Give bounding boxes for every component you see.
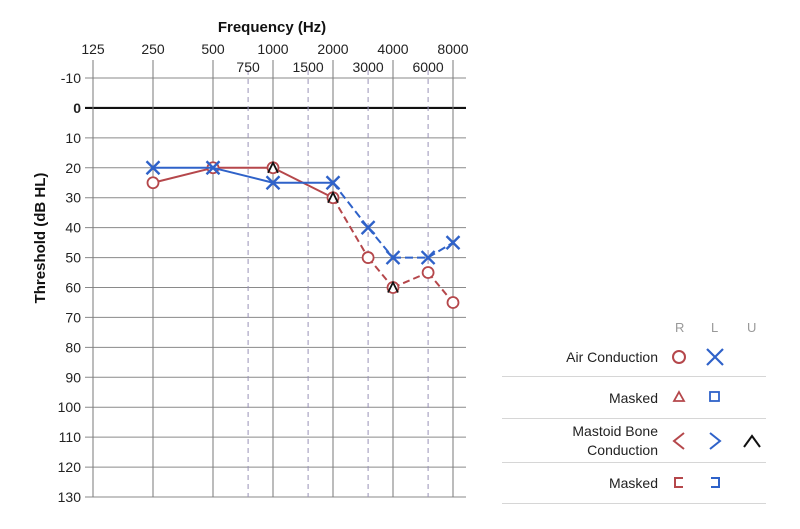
legend-label-masked-bone: Masked — [608, 475, 658, 491]
y-tick-label: 120 — [58, 459, 82, 475]
legend-label-mastoid-bone: Mastoid Bone Conduction — [572, 423, 658, 458]
left-ear-line-segment — [332, 182, 369, 229]
caret-icon — [743, 434, 761, 448]
x-tick-label-major: 250 — [141, 41, 165, 57]
y-tick-label: 130 — [58, 489, 82, 505]
legend-header: R L U — [502, 316, 766, 340]
left-ear-x-marker — [420, 250, 436, 265]
right-ear-line-segment — [427, 271, 454, 304]
x-tick-label-minor: 1500 — [293, 59, 324, 75]
legend-row-masked-air: Masked — [502, 377, 766, 419]
y-tick-label: -10 — [61, 70, 81, 86]
legend: R L U Air Conduction Masked Mastoid Bone… — [502, 316, 766, 504]
right-ear-circle-marker — [146, 176, 160, 190]
right-ear-circle-marker — [361, 251, 375, 264]
left-ear-x-marker — [385, 250, 401, 265]
y-tick-label: 80 — [65, 339, 81, 355]
y-tick-label: 100 — [58, 399, 82, 415]
right-bracket-icon — [711, 477, 720, 488]
x-tick-label-minor: 3000 — [353, 59, 384, 75]
x-tick-label-major: 8000 — [437, 41, 468, 57]
triangle-icon — [672, 390, 686, 402]
legend-label-air-conduction: Air Conduction — [566, 349, 658, 365]
chart-grid: -10 0 10 20 30 40 50 60 70 80 90 100 110 120 130 125 250… — [58, 41, 469, 505]
y-tick-label: 20 — [65, 160, 81, 176]
legend-row-masked-bone: Masked — [502, 463, 766, 504]
left-ear-x-marker — [205, 160, 221, 176]
bone-conduction-caret-marker — [267, 160, 279, 174]
left-ear-x-marker — [265, 175, 281, 191]
x-tick-label-major: 1000 — [257, 41, 288, 57]
y-tick-label: 70 — [65, 309, 81, 325]
chart-series — [145, 160, 461, 309]
square-icon — [709, 391, 720, 402]
legend-row-air-conduction: Air Conduction — [502, 340, 766, 377]
legend-label-masked-air: Masked — [608, 390, 658, 406]
left-ear-x-marker — [445, 235, 461, 250]
left-ear-x-marker — [145, 160, 161, 176]
chart-title: Frequency (Hz) — [218, 19, 326, 36]
y-tick-label: 30 — [65, 190, 81, 206]
right-ear-circle-marker — [421, 266, 435, 279]
circle-icon — [672, 350, 686, 364]
x-tick-label-major: 2000 — [317, 41, 348, 57]
left-ear-x-marker — [325, 175, 341, 191]
right-ear-line-segment — [152, 166, 214, 184]
legend-header-r: R — [675, 320, 685, 335]
y-tick-label: 0 — [73, 100, 81, 116]
x-tick-label-major: 4000 — [377, 41, 408, 57]
x-tick-label-minor: 6000 — [413, 59, 444, 75]
left-ear-x-marker — [360, 220, 376, 235]
x-icon — [706, 348, 724, 366]
y-tick-label: 60 — [65, 280, 81, 296]
y-tick-label: 50 — [65, 250, 81, 266]
y-tick-label: 90 — [65, 369, 81, 385]
y-axis-label: Threshold (dB HL) — [32, 173, 49, 304]
x-tick-label-major: 125 — [81, 41, 105, 57]
right-ear-line-segment — [367, 256, 394, 289]
x-tick-label-major: 500 — [201, 41, 225, 57]
right-ear-line-segment — [332, 197, 369, 259]
legend-header-l: L — [711, 320, 719, 335]
greater-than-icon — [709, 432, 722, 450]
less-than-icon — [672, 432, 685, 450]
left-bracket-icon — [674, 477, 683, 488]
right-ear-circle-marker — [446, 296, 460, 309]
x-tick-label-minor: 750 — [236, 59, 260, 75]
bone-conduction-caret-marker — [327, 190, 339, 204]
legend-header-u: U — [747, 320, 757, 335]
y-tick-label: 10 — [65, 130, 81, 146]
legend-row-mastoid-bone: Mastoid Bone Conduction — [502, 419, 766, 463]
y-tick-label: 110 — [59, 429, 82, 445]
left-ear-line-segment — [212, 166, 274, 184]
y-tick-label: 40 — [65, 220, 81, 236]
bone-conduction-caret-marker — [387, 280, 399, 293]
